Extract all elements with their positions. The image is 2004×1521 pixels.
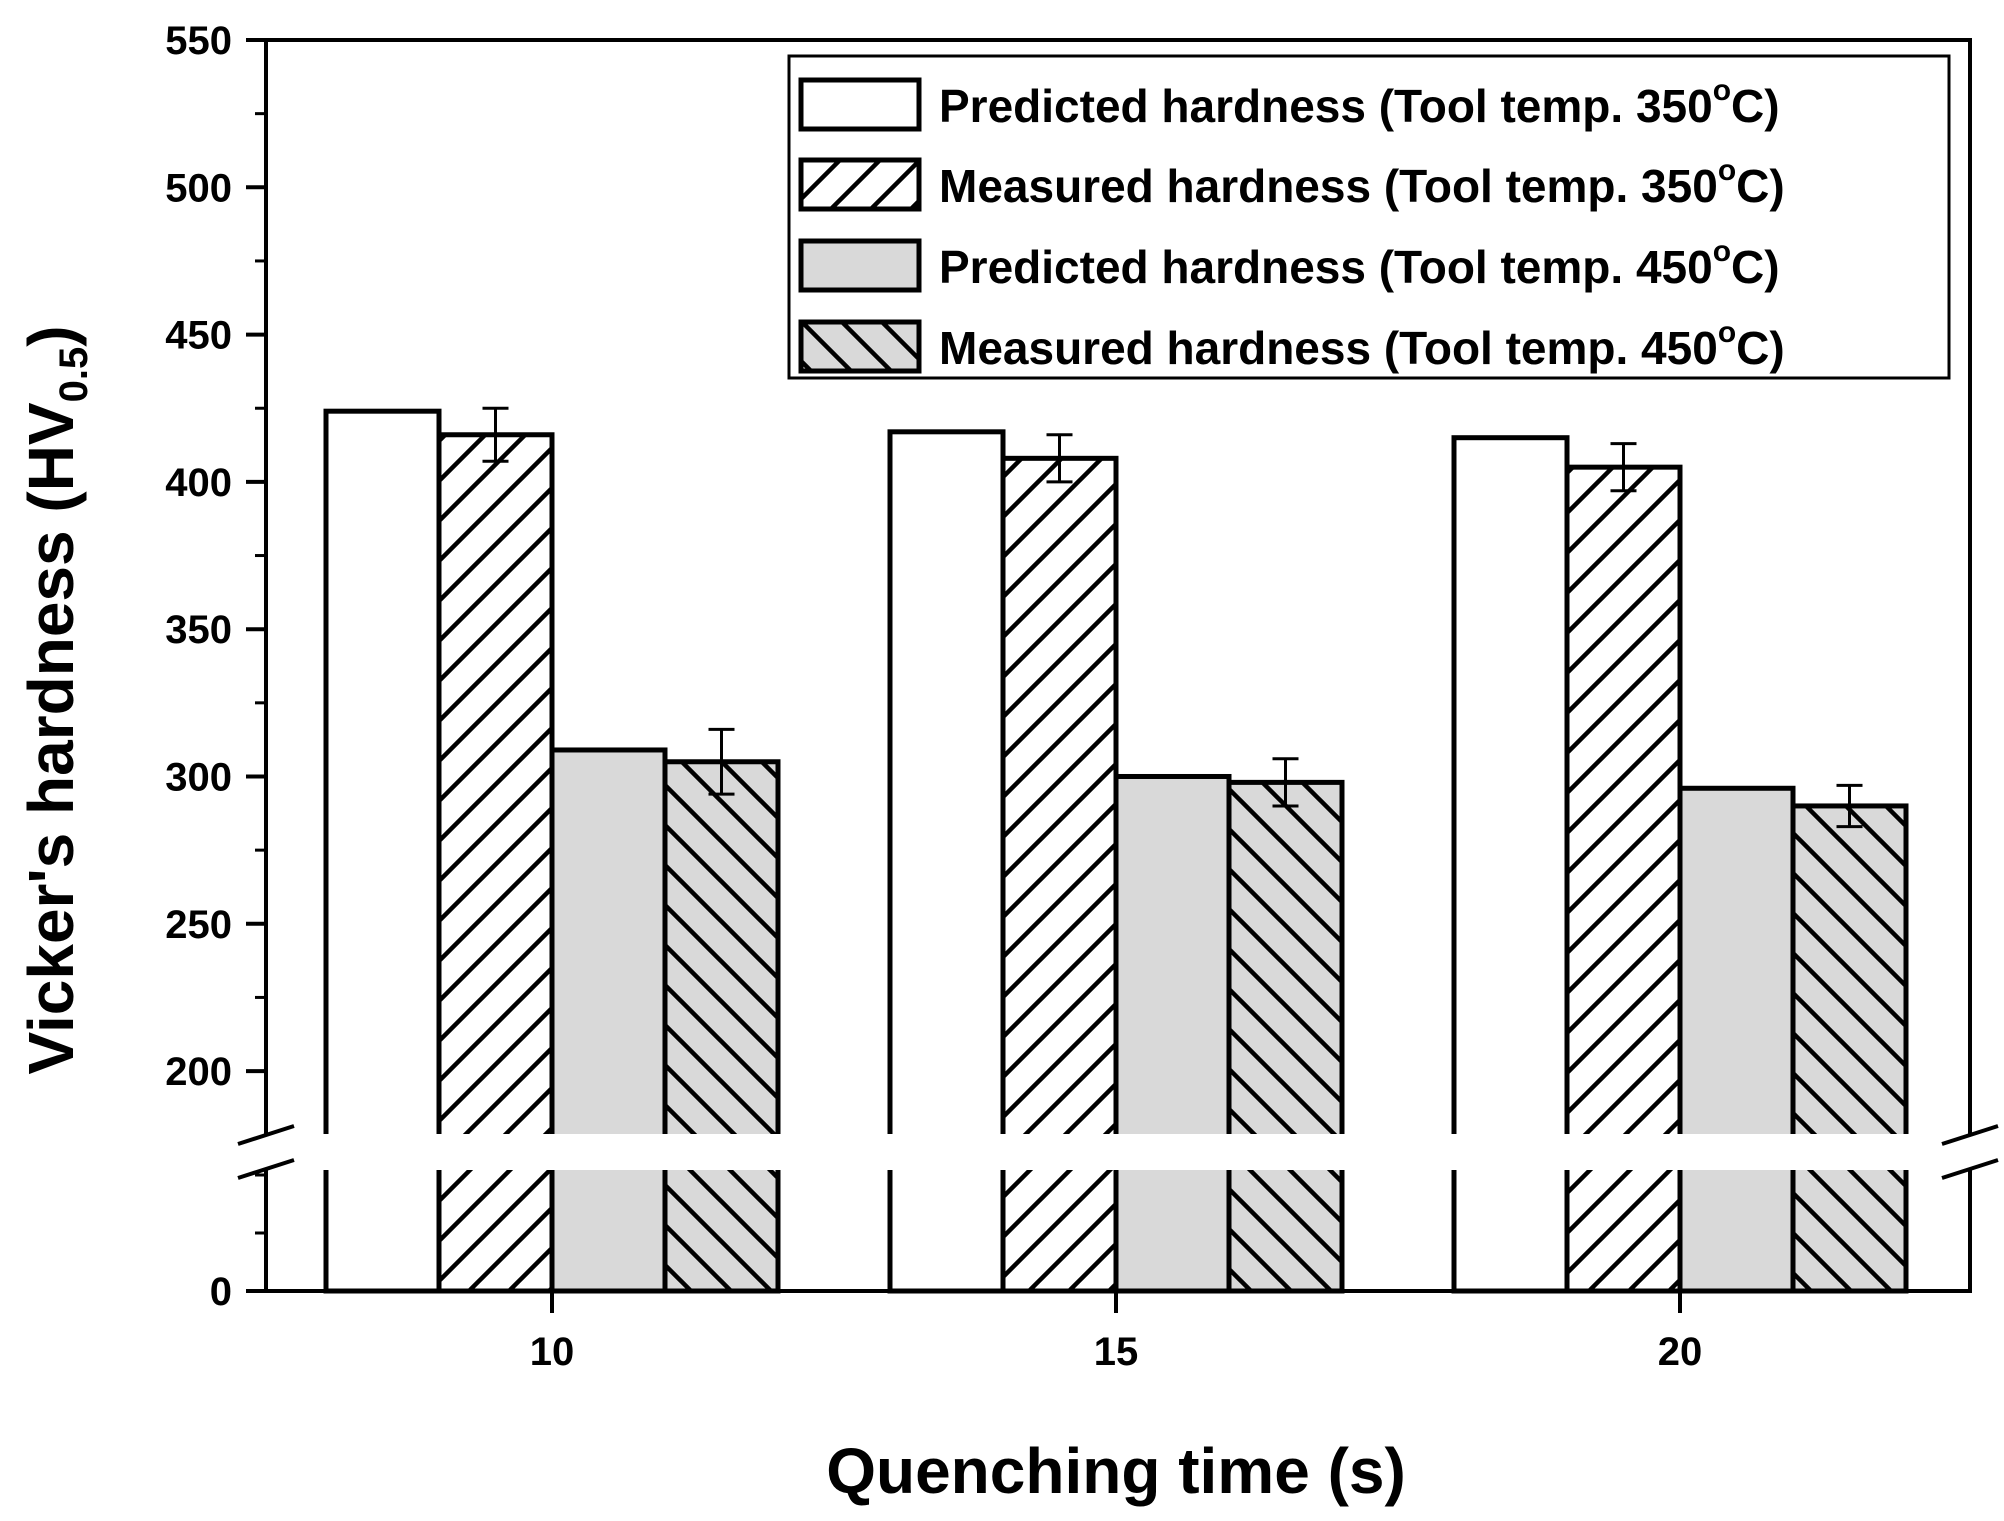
error-bar-20-series-2 xyxy=(1610,442,1637,493)
x-axis-title: Quenching time (s) xyxy=(826,1435,1406,1507)
error-bar-20-series-4 xyxy=(1836,783,1863,829)
error-bar-10-series-2 xyxy=(482,406,509,463)
legend-label-4: Measured hardness (Tool temp. 450oC) xyxy=(939,316,1785,374)
bar-15-series-3 xyxy=(1113,773,1232,1294)
error-bar-15-series-4 xyxy=(1272,757,1299,808)
bar-15-series-4 xyxy=(1226,779,1345,1294)
legend-frame xyxy=(787,54,1951,380)
legend-swatch-1 xyxy=(798,77,922,132)
y-axis-title-subscript: 0.5 xyxy=(52,347,96,403)
axis-break-mark-left xyxy=(237,1124,295,1180)
bar-10-series-4 xyxy=(662,759,781,1294)
y-axis-title-main: Vicker's hardness (HV xyxy=(15,402,87,1074)
y-tick-label-400: 400 xyxy=(165,461,232,505)
axis-break-mark-right xyxy=(1941,1124,1999,1180)
legend-label-1: Predicted hardness (Tool temp. 350oC) xyxy=(939,74,1780,132)
error-bar-10-series-4 xyxy=(708,727,735,796)
y-tick-label-300: 300 xyxy=(165,755,232,799)
y-axis-title-close: ) xyxy=(15,325,87,346)
y-tick-label-250: 250 xyxy=(165,903,232,947)
legend-swatch-4 xyxy=(798,319,922,374)
legend-item-1: Predicted hardness (Tool temp. 350oC) xyxy=(798,74,1780,132)
legend-label-3: Predicted hardness (Tool temp. 450oC) xyxy=(939,235,1780,293)
x-ticks-layer: 10 15 20 xyxy=(530,1291,1703,1374)
legend-label-2: Measured hardness (Tool temp. 350oC) xyxy=(939,154,1785,212)
bar-20-series-4 xyxy=(1790,803,1909,1294)
y-tick-label-550: 550 xyxy=(165,19,232,63)
legend-swatch-2 xyxy=(798,157,922,212)
x-tick-label-10: 10 xyxy=(530,1330,575,1374)
y-ticks-layer: 0 200 250 300 350 400 450 500 550 xyxy=(165,19,266,1314)
y-axis-title: Vicker's hardness (HV0.5) xyxy=(15,325,96,1074)
y-tick-label-0: 0 xyxy=(210,1270,232,1314)
legend-item-4: Measured hardness (Tool temp. 450oC) xyxy=(798,316,1785,374)
error-bar-15-series-2 xyxy=(1046,433,1073,484)
y-tick-label-350: 350 xyxy=(165,608,232,652)
axis-break-gap xyxy=(200,1134,2000,1170)
y-tick-label-450: 450 xyxy=(165,314,232,358)
legend-swatch-3 xyxy=(798,238,922,293)
x-tick-label-20: 20 xyxy=(1658,1330,1703,1374)
legend-item-3: Predicted hardness (Tool temp. 450oC) xyxy=(798,235,1780,293)
x-tick-label-15: 15 xyxy=(1094,1330,1139,1374)
legend-item-2: Measured hardness (Tool temp. 350oC) xyxy=(798,154,1785,212)
legend: Predicted hardness (Tool temp. 350oC) Mea… xyxy=(787,54,1951,380)
y-tick-label-500: 500 xyxy=(165,166,232,210)
axis-break-layer xyxy=(200,1124,2000,1180)
bar-10-series-3 xyxy=(549,747,668,1294)
bar-20-series-3 xyxy=(1677,785,1796,1294)
y-tick-label-200: 200 xyxy=(165,1050,232,1094)
error-bars-layer xyxy=(482,406,1863,829)
